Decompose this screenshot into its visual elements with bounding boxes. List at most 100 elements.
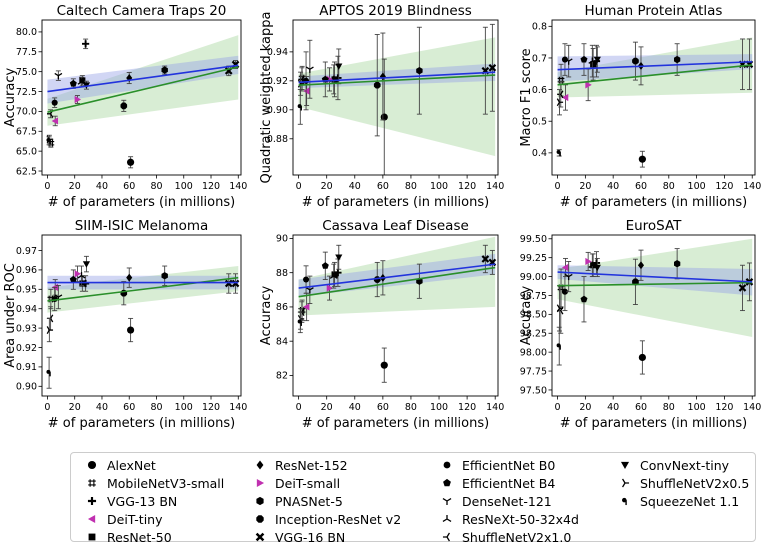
- data-point: [334, 269, 342, 277]
- legend-label: VGG-16 BN: [275, 529, 346, 545]
- y-tick-label: 70.0: [16, 107, 37, 118]
- subplot-4: 0 20 40 60 80 100 120 140 0.90 0.91 0.92 0.93 0.94 0.…: [3, 218, 247, 431]
- y-tick-label: 86: [276, 302, 288, 313]
- legend-label: PNASNet-5: [275, 493, 343, 509]
- legend-marker: [442, 532, 450, 542]
- subplot-title: Cassava Leaf Disease: [322, 218, 469, 234]
- legend-marker: [256, 515, 264, 523]
- x-tick-label: 140: [743, 402, 761, 413]
- x-tick-label: 40: [607, 402, 619, 413]
- x-tick-label: 120: [458, 181, 476, 192]
- y-tick-label: 99.00: [520, 272, 547, 283]
- y-tick-label: 90: [276, 234, 288, 245]
- data-point: [590, 61, 597, 68]
- green-confidence-band: [557, 238, 753, 338]
- y-tick-label: 0.93: [16, 323, 37, 334]
- blue-fit-line: [298, 263, 496, 289]
- data-point: [46, 326, 53, 334]
- data-point: [126, 273, 133, 282]
- y-tick-label: 80.0: [16, 27, 37, 38]
- data-point: [305, 287, 314, 294]
- y-tick-label: 0.92: [267, 76, 288, 87]
- data-point: [303, 276, 310, 283]
- plot-area: [556, 238, 754, 375]
- plot-area: [46, 35, 240, 169]
- y-tick-label: 0.97: [16, 246, 37, 257]
- axes-frame: [551, 19, 756, 176]
- x-tick-label: 60: [377, 181, 389, 192]
- legend-marker: [620, 461, 630, 470]
- data-point: [82, 279, 90, 288]
- legend-item: DeiT-small: [249, 474, 340, 492]
- data-point: [82, 40, 90, 48]
- legend-item: AlexNet: [81, 456, 156, 474]
- data-point: [564, 273, 573, 281]
- data-point: [593, 56, 601, 64]
- legend-marker-icon: [256, 460, 264, 470]
- x-tick-label: 0: [555, 402, 561, 413]
- legend-marker: [255, 532, 265, 542]
- x-axis-label: # of parameters (in millions): [302, 416, 489, 431]
- y-tick-label: 84: [276, 336, 288, 347]
- x-axis-label: # of parameters (in millions): [48, 195, 235, 210]
- data-point: [51, 117, 59, 125]
- y-tick-label: 0.8: [532, 22, 547, 33]
- x-tick-label: 0: [296, 181, 302, 192]
- legend-label: SqueezeNet 1.1: [640, 493, 740, 509]
- y-tick-label: 65.0: [16, 146, 37, 157]
- x-tick-label: 60: [123, 181, 135, 192]
- x-tick-label: 20: [69, 181, 81, 192]
- blue-confidence-band: [557, 54, 753, 82]
- legend-marker-icon: [443, 461, 451, 469]
- legend-marker: [87, 460, 97, 470]
- data-point: [637, 261, 645, 270]
- legend-item: SqueezeNet 1.1: [614, 492, 739, 510]
- data-point: [588, 57, 597, 64]
- legend-marker-icon: [620, 461, 630, 470]
- legend-label: DenseNet-121: [462, 493, 552, 509]
- legend-marker: [622, 478, 630, 488]
- subplot-title: Caltech Camera Traps 20: [57, 3, 227, 19]
- blue-fit-line: [557, 271, 753, 283]
- y-axis-label: Area under ROC: [3, 263, 18, 368]
- green-confidence-band: [557, 37, 753, 98]
- green-fit-line: [557, 281, 753, 287]
- data-point: [69, 275, 77, 283]
- y-axis-label: Macro F1 score: [519, 48, 534, 146]
- data-point: [126, 158, 135, 166]
- data-point: [305, 66, 314, 73]
- y-tick-label: 0.94: [16, 304, 37, 315]
- data-point: [329, 272, 338, 279]
- x-tick-label: 100: [175, 181, 193, 192]
- x-tick-label: 40: [96, 402, 108, 413]
- y-tick-label: 99.25: [520, 253, 547, 264]
- axes-frame: [41, 19, 242, 176]
- axes-frame: [292, 234, 499, 397]
- legend-marker-icon: [87, 496, 97, 506]
- x-tick-label: 100: [688, 402, 706, 413]
- data-point: [585, 257, 592, 266]
- y-tick-label: 98.25: [520, 329, 547, 340]
- data-point: [561, 263, 569, 272]
- x-tick-label: 120: [715, 181, 733, 192]
- legend-label: MobileNetV3-small: [107, 475, 225, 491]
- legend-label: ShuffleNetV2x1.0: [462, 529, 572, 545]
- legend-marker: [88, 479, 96, 487]
- data-point: [556, 304, 564, 313]
- legend-label: AlexNet: [107, 457, 156, 473]
- axes-frame: [292, 19, 499, 176]
- legend-label: VGG-13 BN: [107, 493, 178, 509]
- x-tick-label: 120: [458, 402, 476, 413]
- data-point: [557, 90, 564, 99]
- legend-item: DenseNet-121: [436, 492, 552, 510]
- green-confidence-band: [298, 37, 496, 157]
- data-point: [303, 303, 310, 311]
- x-tick-label: 100: [688, 181, 706, 192]
- legend-marker-icon: [87, 460, 97, 470]
- x-tick-label: 80: [663, 181, 675, 192]
- x-tick-label: 140: [229, 181, 247, 192]
- plot-area: [297, 23, 497, 175]
- subplot-title: EuroSAT: [626, 218, 683, 234]
- y-tick-label: 98.50: [520, 310, 547, 321]
